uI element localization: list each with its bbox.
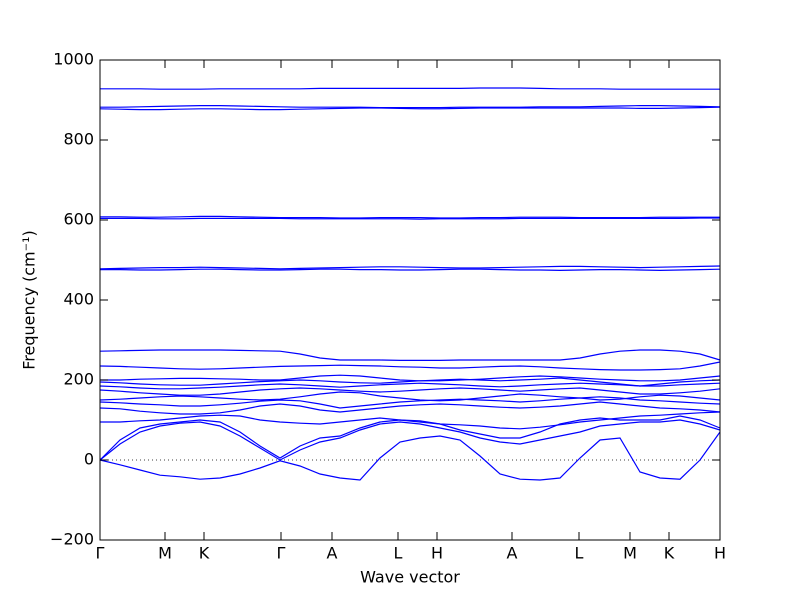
band-line <box>99 106 721 111</box>
y-tick-label: 800 <box>63 130 94 149</box>
band-line <box>100 105 721 109</box>
band-line <box>99 396 721 409</box>
x-tick-label: K <box>664 544 675 563</box>
band-line <box>99 391 721 402</box>
x-tick-label: A <box>327 544 338 563</box>
y-tick-label: 600 <box>63 210 94 229</box>
band-line <box>99 387 721 396</box>
x-tick-label: M <box>158 544 172 563</box>
x-axis-label: Wave vector <box>360 568 460 587</box>
band-line <box>99 382 721 390</box>
y-tick-label: 200 <box>63 370 94 389</box>
band-line <box>99 377 721 387</box>
y-tick-label: 0 <box>84 450 94 469</box>
x-tick-label: L <box>575 544 584 563</box>
band-line <box>99 431 721 481</box>
x-tick-label: H <box>431 544 443 563</box>
band-line <box>100 374 721 382</box>
y-tick-label: −200 <box>50 530 94 549</box>
band-line <box>99 265 721 270</box>
band-line <box>100 215 720 219</box>
band-line <box>99 419 721 461</box>
x-tick-label: A <box>507 544 518 563</box>
band-line <box>99 361 721 371</box>
band-line <box>100 411 721 430</box>
band-line <box>100 87 720 90</box>
x-tick-label: H <box>714 544 726 563</box>
x-tick-label: Γ <box>96 544 105 563</box>
band-line <box>99 349 721 361</box>
x-tick-label: Γ <box>277 544 286 563</box>
band-line <box>100 217 720 220</box>
x-tick-label: L <box>394 544 403 563</box>
y-axis-label: Frequency (cm⁻¹) <box>20 230 39 369</box>
band-line <box>99 401 721 415</box>
x-tick-label: M <box>623 544 637 563</box>
x-tick-label: K <box>199 544 210 563</box>
y-tick-label: 1000 <box>53 50 94 69</box>
band-line <box>100 268 721 272</box>
y-tick-label: 400 <box>63 290 94 309</box>
